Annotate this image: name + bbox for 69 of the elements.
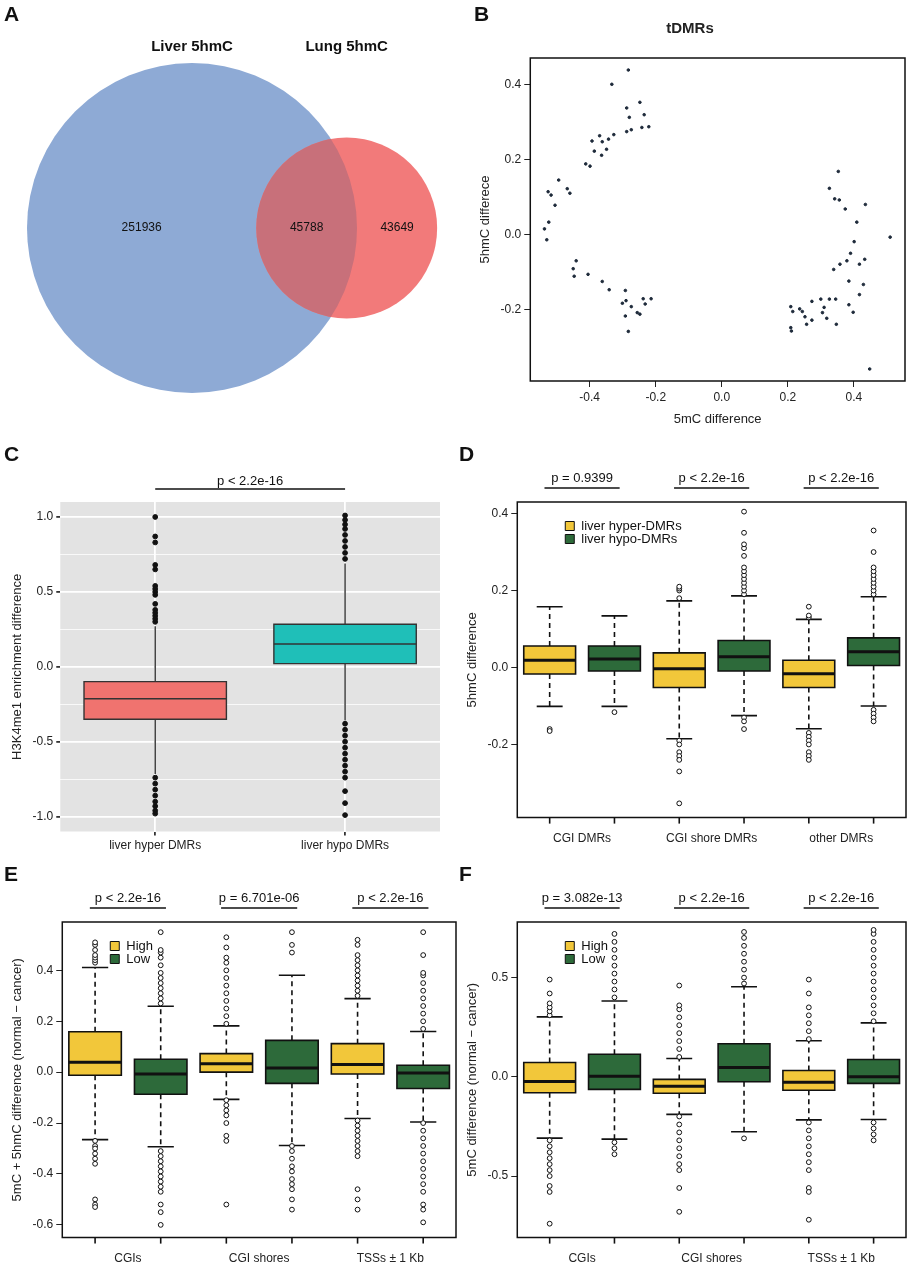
data-label: 43649	[380, 220, 415, 235]
text: D	[459, 442, 475, 466]
x-tick-label: other DMRs	[809, 831, 874, 846]
x-tick-label: 0.0	[713, 389, 731, 404]
text: p = 6.701e-06	[218, 890, 300, 905]
text: p < 2.2e-16	[217, 473, 284, 488]
y-axis-title: 5hmC difference	[464, 612, 480, 708]
text: p < 2.2e-16	[94, 890, 161, 905]
y-tick-label: 0.2	[504, 151, 522, 166]
text: B	[474, 2, 490, 26]
x-tick-label: CGIs	[114, 1251, 142, 1266]
y-axis-title: 5mC + 5hmC difference (normal − cancer)	[9, 958, 25, 1202]
text: p < 2.2e-16	[357, 890, 424, 905]
x-tick-label: -0.4	[579, 389, 601, 404]
text: p = 3.082e-13	[541, 890, 623, 905]
x-tick-label: CGI DMRs	[553, 831, 612, 846]
text: C	[4, 442, 20, 466]
text: p = 0.9399	[551, 470, 613, 485]
text: p < 2.2e-16	[678, 890, 745, 905]
y-tick-label: -1.0	[32, 808, 54, 823]
y-tick-label: 0.4	[504, 76, 522, 91]
y-tick-label: 0.5	[36, 584, 54, 599]
x-tick-label: 0.2	[779, 389, 797, 404]
x-tick-label: CGIs	[568, 1251, 596, 1266]
x-tick-label: TSSs ± 1 Kb	[356, 1251, 425, 1266]
x-tick-label: TSSs ± 1 Kb	[807, 1251, 876, 1266]
text: Liver 5hmC	[151, 37, 234, 55]
text: p < 2.2e-16	[678, 470, 745, 485]
x-tick-label: CGI shores	[228, 1251, 290, 1266]
y-tick-label: -0.6	[32, 1217, 54, 1232]
x-tick-label: -0.2	[645, 389, 667, 404]
y-tick-label: 0.2	[36, 1013, 54, 1028]
text: A	[4, 2, 20, 26]
x-tick-label: 0.4	[845, 389, 863, 404]
x-tick-label: liver hypo DMRs	[301, 838, 390, 853]
y-tick-label: 0.2	[491, 582, 509, 597]
x-tick-label: liver hyper DMRs	[109, 838, 202, 853]
y-axis-title: 5mC difference (normal − cancer)	[464, 982, 480, 1177]
y-tick-label: -0.2	[500, 301, 522, 316]
y-tick-label: -0.5	[487, 1168, 509, 1183]
y-tick-label: 0.0	[491, 659, 509, 674]
x-axis-title: 5mC difference	[673, 410, 762, 426]
chart-title: tDMRs	[666, 19, 714, 37]
legend-label: High	[126, 937, 154, 953]
text: p < 2.2e-16	[808, 470, 875, 485]
legend-label: High	[581, 937, 609, 953]
y-tick-label: 0.0	[36, 1064, 54, 1079]
legend-label: liver hyper-DMRs	[581, 517, 683, 533]
y-tick-label: 1.0	[36, 509, 54, 524]
y-tick-label: -0.2	[487, 736, 509, 751]
text: F	[459, 862, 472, 886]
y-tick-label: 0.4	[36, 962, 54, 977]
text: p < 2.2e-16	[808, 890, 875, 905]
y-axis-title: 5hmC differece	[477, 175, 493, 264]
text: Lung 5hmC	[305, 37, 389, 55]
y-tick-label: -0.2	[32, 1115, 54, 1130]
data-label: 251936	[121, 220, 162, 235]
data-label: 45788	[289, 220, 324, 235]
y-tick-label: 0.5	[491, 969, 509, 984]
y-tick-label: -0.4	[32, 1166, 54, 1181]
x-tick-label: CGI shores	[681, 1251, 742, 1266]
y-tick-label: 0.0	[504, 226, 522, 241]
y-tick-label: 0.0	[491, 1069, 509, 1084]
y-tick-label: 0.0	[36, 659, 54, 674]
y-tick-label: 0.4	[491, 505, 509, 520]
text: E	[4, 862, 19, 886]
y-axis-title: H3K4me1 enrichment difference	[9, 573, 25, 760]
x-tick-label: CGI shore DMRs	[665, 831, 758, 846]
y-tick-label: -0.5	[32, 734, 54, 749]
